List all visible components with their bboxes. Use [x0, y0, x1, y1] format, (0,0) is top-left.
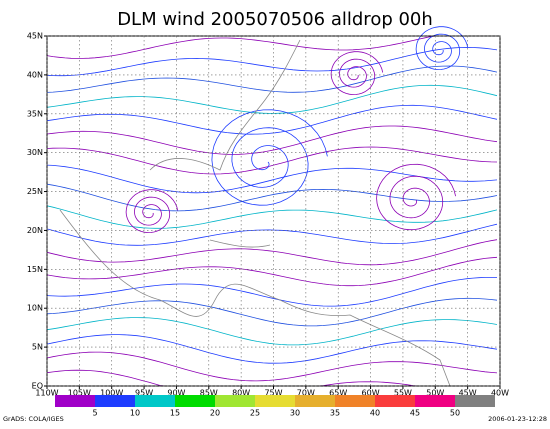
streamline [46, 35, 497, 59]
vortex [125, 189, 179, 234]
y-tick-label: 45N [27, 32, 43, 41]
colorbar-box [175, 395, 215, 407]
y-tick-label: 5N [32, 343, 43, 352]
streamlines [46, 26, 498, 387]
colorbar-label: 30 [290, 409, 300, 418]
colorbar-box [215, 395, 255, 407]
colorbar-box [135, 395, 175, 407]
streamline [46, 297, 498, 327]
y-tick-label: 15N [27, 265, 43, 274]
x-tick-label: 50W [426, 389, 444, 398]
streamline [46, 104, 498, 135]
colorbar-box [415, 395, 455, 407]
x-tick-label: 60W [362, 389, 380, 398]
footer-left: GrADS: COLA/IGES [3, 415, 64, 423]
streamline [46, 84, 498, 114]
streamline [46, 317, 498, 346]
streamline [46, 65, 498, 93]
x-tick-label: 105W [68, 389, 91, 398]
colorbar-label: 25 [250, 409, 260, 418]
colorbar-label: 15 [170, 409, 180, 418]
x-tick-label: 65W [329, 389, 347, 398]
colorbar-label: 45 [410, 409, 420, 418]
streamline [46, 164, 498, 194]
x-tick-label: 55W [394, 389, 412, 398]
colorbar-box [335, 395, 375, 407]
footer-right: 2006-01-23-12:28 [488, 415, 547, 423]
colorbar-label: 50 [450, 409, 460, 418]
x-tick-label: 75W [264, 389, 282, 398]
streamline [46, 205, 498, 229]
colorbar-box [55, 395, 95, 407]
y-tick-label: EQ [32, 382, 43, 391]
colorbar-box [255, 395, 295, 407]
colorbar-label: 5 [92, 409, 97, 418]
y-tick-label: 30N [27, 148, 43, 157]
y-tick-label: 25N [27, 187, 43, 196]
x-tick-label: 85W [200, 389, 218, 398]
streamline [46, 277, 498, 307]
axes: 110W 105W 100W 95W 90W 85W 80W 75W 70W 65W 60W 55W 5… [27, 32, 509, 398]
streamline [46, 125, 498, 155]
map-title: DLM wind 2005070506 alldrop 00h [117, 9, 433, 30]
x-tick-label: 110W [35, 389, 58, 398]
coastlines [59, 39, 451, 387]
y-tick-label: 35N [27, 109, 43, 118]
x-tick-label: 95W [135, 389, 153, 398]
colorbar-label: 40 [370, 409, 380, 418]
streamline [46, 256, 498, 287]
streamline [46, 223, 498, 246]
colorbar-label: 20 [210, 409, 220, 418]
colorbar-box [95, 395, 135, 407]
streamline [46, 146, 498, 175]
streamline [46, 239, 498, 266]
vortex [376, 163, 456, 231]
x-tick-label: 70W [297, 389, 315, 398]
streamline [46, 334, 498, 364]
colorbar-box [375, 395, 415, 407]
vortex [415, 26, 469, 71]
y-tick-label: 10N [27, 304, 43, 313]
y-tick-label: 20N [27, 226, 43, 235]
x-tick-label: 45W [459, 389, 477, 398]
x-tick-label: 40W [491, 389, 509, 398]
x-tick-label: 90W [167, 389, 185, 398]
colorbar: 5 10 15 20 25 30 35 40 45 50 [55, 395, 495, 418]
colorbar-box [455, 395, 495, 407]
streamline [46, 351, 498, 382]
streamline [46, 46, 498, 77]
colorbar-box [295, 395, 335, 407]
colorbar-label: 35 [330, 409, 340, 418]
colorbar-label: 10 [130, 409, 140, 418]
vortex [330, 51, 384, 96]
x-tick-label: 100W [100, 389, 123, 398]
y-tick-label: 40N [27, 70, 43, 79]
streamline [46, 183, 498, 212]
vortex [211, 109, 328, 206]
streamline [46, 369, 497, 387]
x-tick-label: 80W [232, 389, 250, 398]
